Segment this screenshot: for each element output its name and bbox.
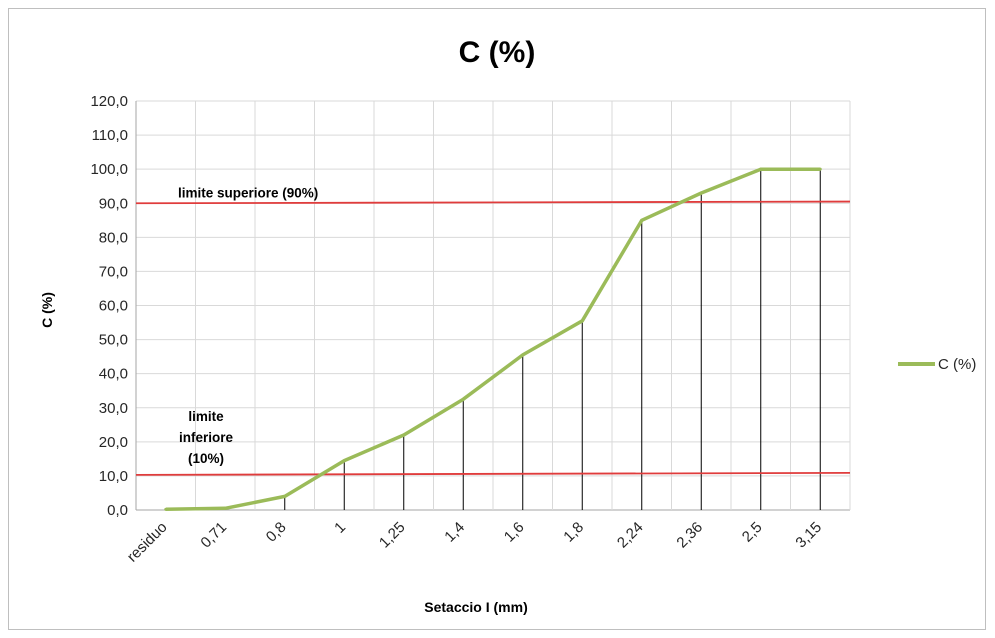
y-axis-label: C (%) <box>39 292 55 328</box>
y-tick-label: 30,0 <box>99 400 128 417</box>
y-tick-labels: 0,0 10,0 20,0 30,0 40,0 50,0 60,0 70,0 80,0 90,0 1… <box>90 93 128 519</box>
data-point <box>699 191 703 195</box>
x-tick-label: 3,15 <box>792 519 825 552</box>
data-point <box>164 507 168 511</box>
y-tick-label: 70,0 <box>99 263 128 280</box>
x-tick-label: 1,8 <box>560 519 587 546</box>
y-tick-label: 40,0 <box>99 366 128 383</box>
data-point <box>818 167 822 171</box>
drop-lines <box>165 169 821 510</box>
chart-frame <box>8 8 986 630</box>
legend: C (%) <box>898 356 976 373</box>
reference-line-label: limite superiore (90%) <box>178 185 318 200</box>
y-tick-label: 100,0 <box>90 161 128 178</box>
y-tick-label: 110,0 <box>92 127 128 144</box>
legend-entry-label: C (%) <box>938 356 976 373</box>
reference-line <box>135 471 851 476</box>
data-point <box>580 319 584 323</box>
data-point <box>759 167 763 171</box>
x-tick-label: 2,5 <box>739 519 766 546</box>
x-tick-label: 2,24 <box>614 519 647 552</box>
x-tick-label: 1 <box>331 519 349 537</box>
x-tick-label: 0,8 <box>263 519 290 546</box>
data-point <box>342 459 346 463</box>
y-tick-label: 50,0 <box>99 332 128 349</box>
x-tick-labels: residuo 0,71 0,8 1 1,25 1,4 1,6 1,8 2,24 2,36 2,5 3… <box>124 519 825 566</box>
data-point <box>223 506 227 510</box>
data-point <box>521 353 525 357</box>
data-point <box>461 397 465 401</box>
x-tick-label: 1,6 <box>501 519 528 546</box>
y-tick-label: 10,0 <box>99 468 128 485</box>
x-tick-label: residuo <box>124 519 171 566</box>
reference-line-labels: limite superiore (90%) limite inferiore (10… <box>178 185 318 466</box>
reference-line-label: limite <box>188 409 224 424</box>
y-tick-label: 60,0 <box>99 298 128 315</box>
reference-line-label: (10%) <box>188 451 224 466</box>
gridlines <box>135 100 851 511</box>
x-tick-label: 0,71 <box>197 519 230 552</box>
chart-title: C (%) <box>459 36 536 69</box>
x-tick-label: 1,25 <box>376 519 409 552</box>
data-point <box>640 218 644 222</box>
data-point <box>283 494 287 498</box>
y-tick-label: 90,0 <box>99 195 128 212</box>
x-axis-label: Setaccio I (mm) <box>424 599 527 615</box>
y-tick-label: 20,0 <box>99 434 128 451</box>
reference-line <box>135 200 851 205</box>
y-tick-label: 80,0 <box>99 229 128 246</box>
y-tick-label: 0,0 <box>107 502 128 519</box>
data-point <box>402 433 406 437</box>
series-group <box>164 167 822 512</box>
x-tick-label: 1,4 <box>441 519 468 546</box>
series-line <box>165 167 821 512</box>
x-tick-label: 2,36 <box>673 519 706 552</box>
y-tick-label: 120,0 <box>90 93 128 110</box>
reference-line-label: inferiore <box>179 430 234 445</box>
reference-lines <box>135 200 851 476</box>
